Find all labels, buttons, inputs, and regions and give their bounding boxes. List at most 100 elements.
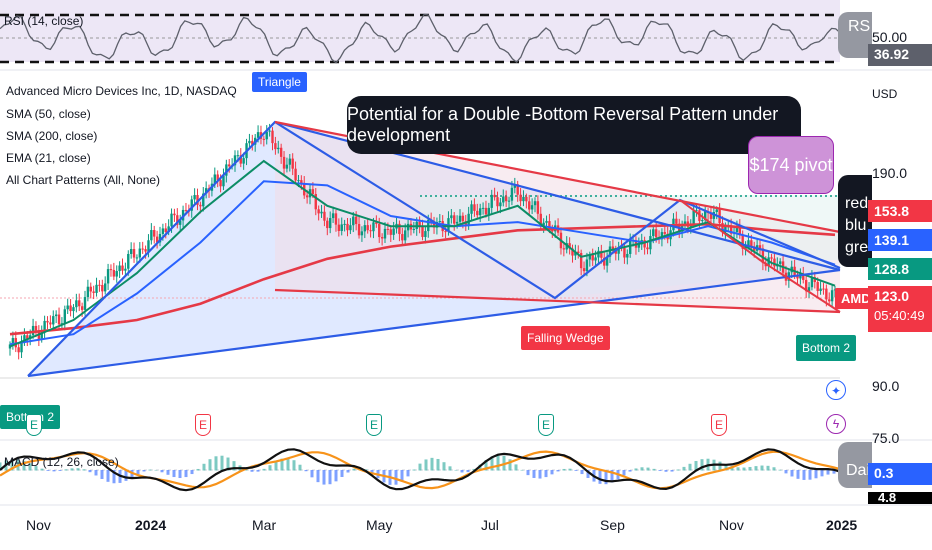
candle-body xyxy=(773,258,776,267)
candle-body xyxy=(750,240,753,247)
legend-green: gre xyxy=(845,239,869,256)
candle-body xyxy=(98,284,101,286)
macd-bar xyxy=(664,470,668,472)
macd-bar xyxy=(568,468,572,471)
candle-body xyxy=(585,259,589,272)
macd-bar xyxy=(256,470,260,472)
macd-bar xyxy=(724,463,728,471)
rsi-value-tag: 36.92 xyxy=(868,44,932,66)
candle-body xyxy=(360,231,364,236)
candle-body xyxy=(305,195,309,198)
candle-body xyxy=(262,138,266,140)
candle-body xyxy=(69,305,72,312)
headline-callout[interactable]: Potential for a Double -Bottom Reversal … xyxy=(347,96,801,154)
macd-bar xyxy=(0,462,2,471)
candle-body xyxy=(196,195,199,205)
falling-wedge-label[interactable]: Falling Wedge xyxy=(521,326,610,350)
bottom2-right-label[interactable]: Bottom 2 xyxy=(796,335,857,361)
macd-tag[interactable]: Dai xyxy=(838,442,872,488)
candle-body xyxy=(646,247,649,250)
candle-body xyxy=(484,207,488,215)
candle-body xyxy=(49,322,52,325)
earnings-marker[interactable]: E xyxy=(538,414,554,436)
candle-body xyxy=(533,201,537,206)
macd-bar xyxy=(436,458,440,471)
candle-body xyxy=(383,228,387,239)
candle-body xyxy=(288,158,292,165)
candle-body xyxy=(715,209,718,213)
macd-bar xyxy=(334,470,338,482)
candle-body xyxy=(623,247,626,258)
candle-body xyxy=(346,223,349,231)
candle-body xyxy=(75,300,78,308)
candle-body xyxy=(129,249,133,254)
candle-body xyxy=(106,269,110,284)
candle-body xyxy=(326,220,329,229)
macd-bar xyxy=(820,470,824,477)
macd-bar xyxy=(736,467,740,471)
macd-bar xyxy=(76,468,80,471)
candle-body xyxy=(548,221,551,230)
macd-bar xyxy=(226,457,230,471)
triangle-label[interactable]: Triangle xyxy=(252,72,307,92)
candle-body xyxy=(519,194,522,202)
candle-body xyxy=(467,213,470,226)
candle-body xyxy=(297,180,300,182)
macd-bar xyxy=(670,470,674,472)
candle-body xyxy=(611,246,615,251)
earnings-marker[interactable]: E xyxy=(711,414,727,436)
macd-bar xyxy=(688,463,692,471)
candle-body xyxy=(222,175,225,187)
lightning-icon[interactable]: ϟ xyxy=(826,414,846,434)
candle-body xyxy=(735,226,739,233)
candle-body xyxy=(652,229,655,237)
candle-body xyxy=(213,174,217,184)
pivot-callout[interactable]: $174 pivot xyxy=(748,136,834,194)
macd-bar xyxy=(184,470,188,478)
candle-body xyxy=(628,240,632,254)
macd-bar xyxy=(136,470,140,475)
macd-bar xyxy=(448,466,452,471)
compass-icon[interactable]: ✦ xyxy=(826,380,846,400)
candle-body xyxy=(135,257,139,259)
macd-bar xyxy=(58,470,62,471)
candle-body xyxy=(147,240,150,252)
candle-body xyxy=(233,155,237,166)
macd-bar xyxy=(760,465,764,471)
macd-bar xyxy=(550,470,554,475)
candle-body xyxy=(320,211,323,214)
macd-bar xyxy=(328,470,332,485)
candle-body xyxy=(323,211,326,221)
x-tick-2025: 2025 xyxy=(826,517,858,533)
candle-body xyxy=(354,216,358,224)
candle-body xyxy=(600,250,603,258)
candle-body xyxy=(317,209,320,214)
candle-body xyxy=(816,282,819,292)
candle-body xyxy=(138,248,142,258)
candle-body xyxy=(455,221,459,224)
candle-body xyxy=(112,269,116,277)
candle-body xyxy=(819,288,822,292)
macd-bar xyxy=(718,461,722,471)
candle-body xyxy=(277,147,280,150)
candle-body xyxy=(822,288,825,290)
ema21-line xyxy=(9,159,836,348)
candle-body xyxy=(614,250,617,254)
legend-callout[interactable]: red blu gre xyxy=(838,175,872,267)
candle-body xyxy=(184,209,188,211)
earnings-marker[interactable]: E xyxy=(195,414,211,436)
rsi-line xyxy=(0,13,841,64)
candle-body xyxy=(66,305,69,310)
macd-bar xyxy=(826,470,830,475)
legend-blue: blu xyxy=(845,217,867,234)
rsi-tag[interactable]: RS xyxy=(838,12,872,58)
earnings-marker[interactable]: E xyxy=(26,414,42,436)
candle-body xyxy=(46,320,49,323)
earnings-marker[interactable]: E xyxy=(366,414,382,436)
candle-body xyxy=(807,287,811,292)
candle-body xyxy=(31,325,35,336)
candle-body xyxy=(378,223,381,238)
candle-body xyxy=(551,229,554,232)
macd-bar xyxy=(658,470,662,471)
